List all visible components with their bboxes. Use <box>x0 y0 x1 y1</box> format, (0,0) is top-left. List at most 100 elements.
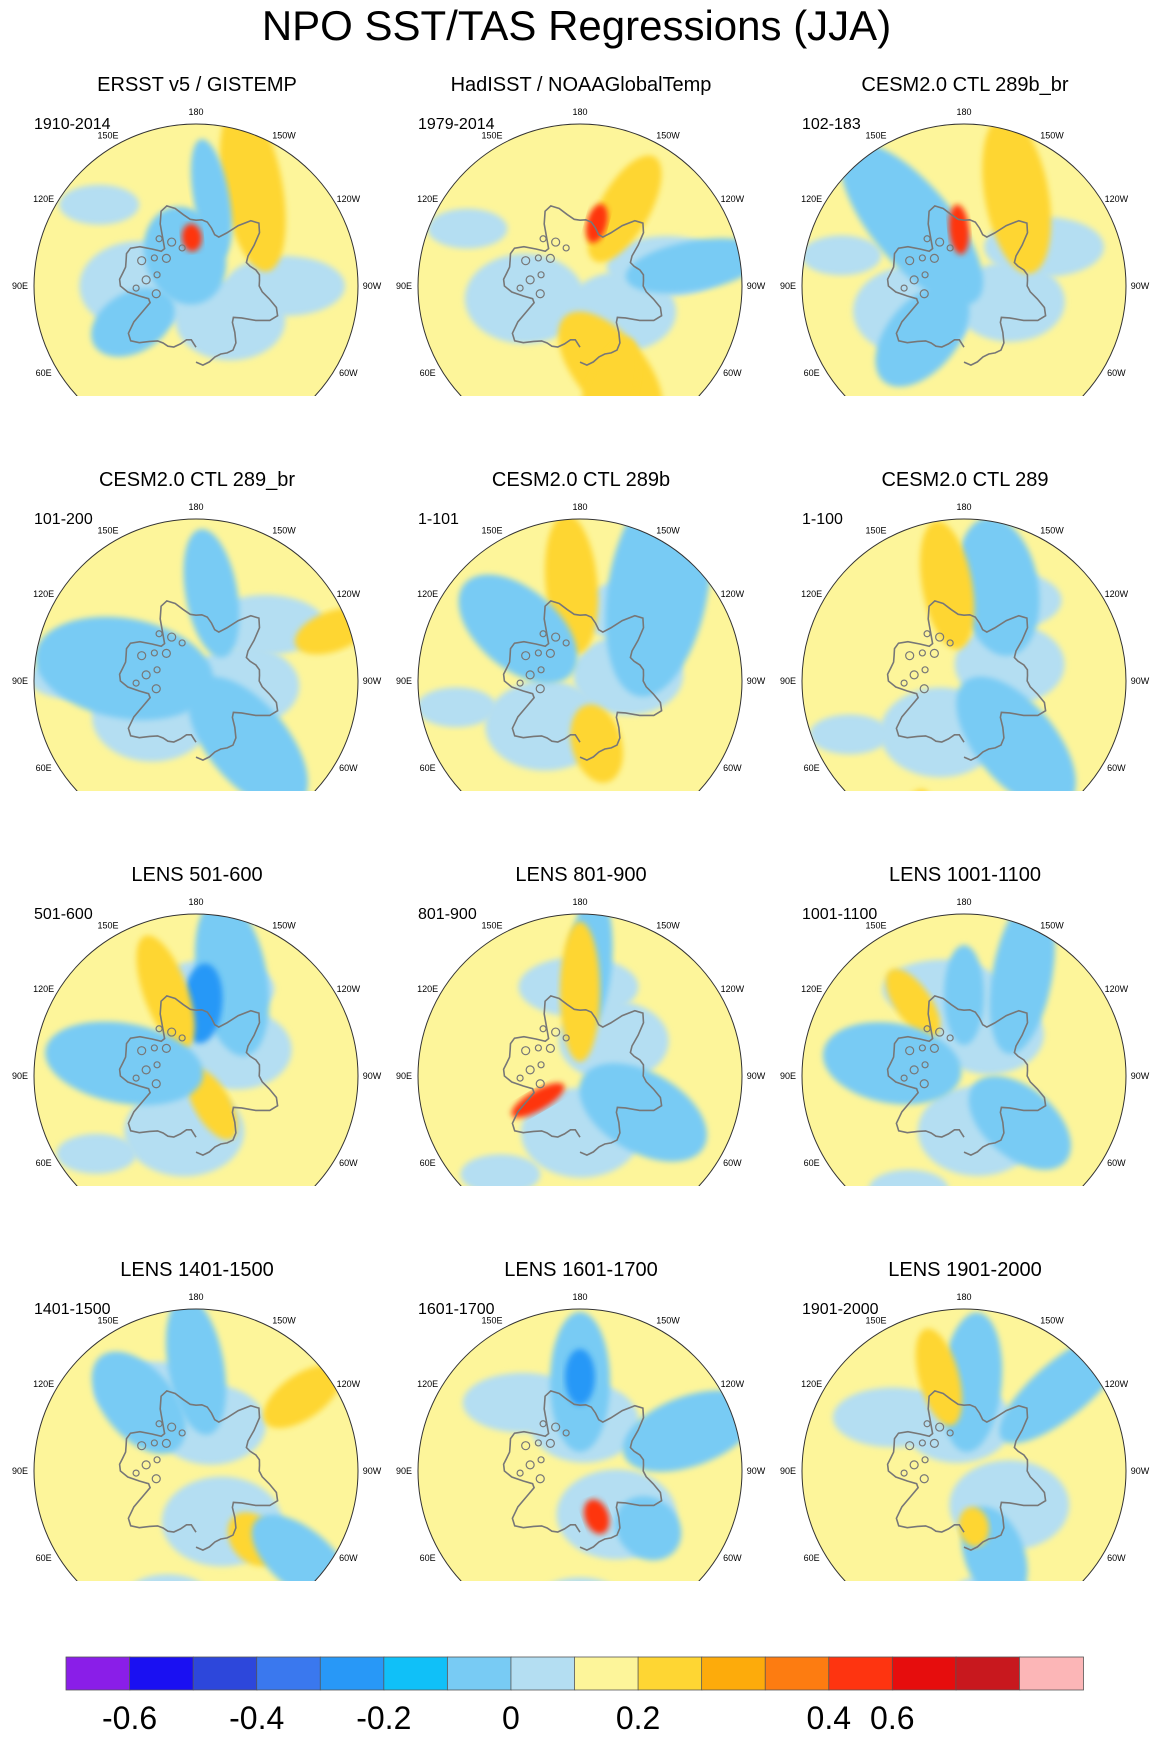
coastline <box>151 1474 161 1484</box>
panel-period: 1601-1700 <box>418 1301 495 1318</box>
longitude-label: 180 <box>956 897 971 907</box>
anomaly-region <box>944 945 984 1045</box>
longitude-label: 150E <box>865 525 886 535</box>
longitude-label: 60W <box>723 1158 742 1168</box>
coastline <box>905 256 915 266</box>
anomaly-region <box>56 1133 137 1174</box>
longitude-label: 90W <box>747 281 766 291</box>
longitude-label: 120E <box>33 194 54 204</box>
coastline <box>909 275 919 285</box>
map-border <box>417 913 743 1186</box>
coastline <box>535 684 545 694</box>
coastline <box>178 1034 186 1042</box>
polar-map: 180150E120E90E60E30E030W60W90W120W150W <box>780 502 1150 791</box>
longitude-label: 60E <box>804 1553 820 1563</box>
longitude-label: 90W <box>1131 281 1150 291</box>
longitude-label: 120E <box>801 194 822 204</box>
coastline <box>151 289 161 299</box>
coastline <box>918 1044 926 1052</box>
coastline <box>886 204 1047 366</box>
coastline <box>151 684 161 694</box>
longitude-label: 120E <box>33 589 54 599</box>
map-panel: 180150E120E90E60E30E030W60W90W120W150WLE… <box>768 1185 1152 1581</box>
longitude-label: 150W <box>1040 130 1064 140</box>
longitude-label: 120E <box>417 1379 438 1389</box>
anomaly-region <box>885 968 941 1038</box>
colorbar-tick-label: 0 <box>501 1700 520 1736</box>
map-panel: 180150E120E90E60E30E030W60W90W120W150WLE… <box>0 790 384 1186</box>
colorbar-swatch <box>192 1656 258 1691</box>
polar-map: 180150E120E90E60E30E030W60W90W120W150W <box>396 1292 766 1581</box>
anomaly-region <box>427 208 508 249</box>
anomaly-region <box>59 184 140 225</box>
longitude-label: 120W <box>1105 984 1129 994</box>
anomaly-region <box>464 253 585 344</box>
panel-title: CESM2.0 CTL 289b_br <box>861 74 1069 96</box>
coastline <box>141 1065 151 1075</box>
coastline <box>923 1420 931 1428</box>
polar-map: 180150E120E90E60E30E030W60W90W120W150W <box>780 1292 1150 1581</box>
polar-map: 180150E120E90E60E30E030W60W90W120W150W <box>396 897 766 1186</box>
coastline <box>537 666 545 674</box>
coastline <box>539 1420 547 1428</box>
coastline <box>900 1469 908 1477</box>
anomaly-region <box>35 616 214 721</box>
coastline <box>900 1074 908 1082</box>
coastline <box>502 204 663 366</box>
coastline <box>537 1061 545 1069</box>
coastline <box>516 1469 524 1477</box>
longitude-label: 60W <box>723 368 742 378</box>
coastline <box>534 1044 542 1052</box>
coastline <box>946 244 954 252</box>
coastline <box>935 632 945 642</box>
coastline <box>161 253 171 263</box>
coastline <box>155 1025 163 1033</box>
longitude-label: 60E <box>36 1158 52 1168</box>
panel-title: LENS 1601-1700 <box>504 1259 658 1281</box>
anomaly-region <box>165 1309 227 1435</box>
longitude-label: 120W <box>337 1379 361 1389</box>
coastline <box>905 651 915 661</box>
panel-title: CESM2.0 CTL 289 <box>881 469 1049 491</box>
longitude-label: 60W <box>1107 368 1126 378</box>
panel-period: 501-600 <box>34 906 93 923</box>
coastline <box>921 666 929 674</box>
coastline <box>905 1441 915 1451</box>
coastline <box>118 994 279 1156</box>
coastline <box>141 1460 151 1470</box>
longitude-label: 60E <box>420 763 436 773</box>
coastline <box>153 271 161 279</box>
longitude-label: 150E <box>97 1315 118 1325</box>
polar-map: 180150E120E90E60E30E030W60W90W120W150W <box>12 1292 382 1581</box>
anomaly-region <box>802 235 882 276</box>
longitude-label: 90W <box>1131 1071 1150 1081</box>
longitude-label: 180 <box>572 1292 587 1302</box>
map-border <box>801 123 1127 396</box>
longitude-label: 120W <box>721 984 745 994</box>
colorbar-tick-label: -0.4 <box>229 1700 285 1736</box>
coastline <box>539 1025 547 1033</box>
anomaly-region <box>263 1365 342 1429</box>
anomaly-region <box>418 687 497 728</box>
longitude-label: 120W <box>1105 1379 1129 1389</box>
anomaly-region <box>565 1349 595 1406</box>
coastline <box>150 1044 158 1052</box>
colorbar-swatch <box>446 1656 512 1691</box>
coastline <box>535 289 545 299</box>
panel-title: ERSST v5 / GISTEMP <box>97 74 297 96</box>
longitude-label: 90W <box>363 1071 382 1081</box>
longitude-label: 120W <box>721 194 745 204</box>
longitude-label: 60E <box>36 763 52 773</box>
coastline <box>909 1065 919 1075</box>
coastline <box>537 1456 545 1464</box>
panel-period: 1910-2014 <box>34 116 111 133</box>
coastline <box>535 1474 545 1484</box>
longitude-label: 150E <box>865 920 886 930</box>
anomaly-region <box>840 143 984 305</box>
coastline <box>150 254 158 262</box>
coastline <box>918 1439 926 1447</box>
coastline <box>909 1460 919 1470</box>
longitude-label: 150E <box>865 1315 886 1325</box>
longitude-label: 90W <box>363 676 382 686</box>
coastline <box>150 649 158 657</box>
